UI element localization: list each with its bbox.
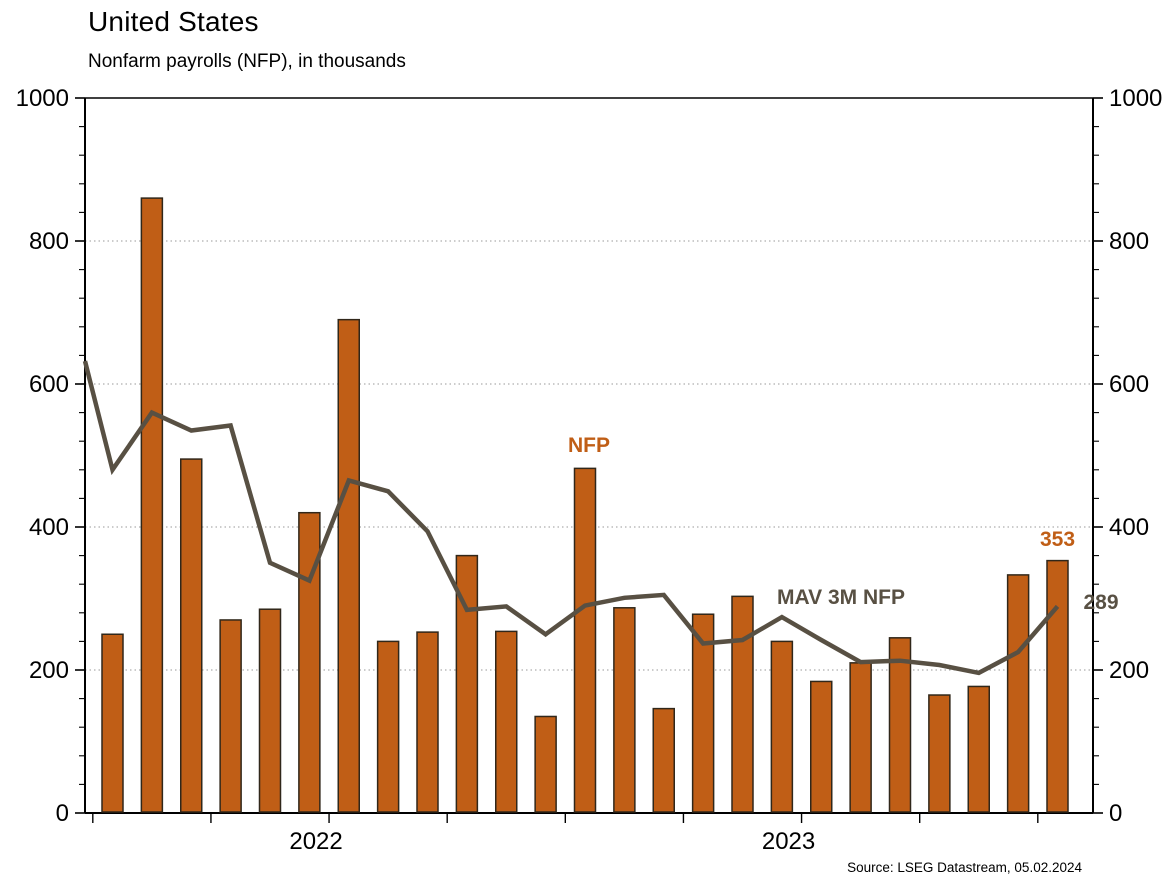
nfp-bar-2022-01 <box>101 633 124 813</box>
nfp-bar-2022-02 <box>140 197 164 813</box>
y-axis-label-right: 400 <box>1109 514 1149 541</box>
nfp-bar-2023-03 <box>652 707 675 813</box>
x-axis-year-label: 2023 <box>762 828 815 855</box>
y-axis-label-left: 600 <box>29 371 69 398</box>
source-note: Source: LSEG Datastream, 05.02.2024 <box>847 860 1082 875</box>
nfp-bar-2022-12 <box>534 715 557 813</box>
nfp-bar-2024-01 <box>1046 559 1069 813</box>
nfp-bar-2022-11 <box>495 630 518 813</box>
nfp-bar-2023-02 <box>613 607 636 813</box>
nfp-bar-2022-07 <box>337 318 360 813</box>
y-axis-label-right: 1000 <box>1109 85 1162 112</box>
nfp-bar-2022-06 <box>298 511 321 813</box>
y-axis-label-right: 600 <box>1109 371 1149 398</box>
y-axis-label-left: 0 <box>56 800 69 827</box>
chart-subtitle: Nonfarm payrolls (NFP), in thousands <box>88 51 406 72</box>
bar-series-label: NFP <box>568 434 610 457</box>
nfp-bar-2022-03 <box>180 458 203 813</box>
nfp-bar-2022-08 <box>376 640 400 813</box>
line-series-label: MAV 3M NFP <box>777 586 905 609</box>
nfp-bar-2023-09 <box>888 637 912 813</box>
nfp-bar-2022-09 <box>416 631 439 813</box>
nfp-bar-2023-10 <box>928 694 951 813</box>
x-axis-year-label: 2022 <box>289 828 342 855</box>
nfp-bar-2023-12 <box>1006 574 1030 813</box>
nfp-bar-2023-08 <box>849 662 872 813</box>
last-bar-value-label: 353 <box>1040 528 1075 551</box>
nfp-bar-2023-06 <box>770 640 794 813</box>
nfp-bar-2023-01 <box>573 467 597 813</box>
y-axis-label-left: 400 <box>29 514 69 541</box>
nfp-bar-2022-05 <box>258 608 282 813</box>
last-line-value-label: 289 <box>1083 591 1118 614</box>
nfp-bar-2023-05 <box>731 595 754 813</box>
nfp-bar-2023-11 <box>967 685 990 813</box>
chart-title: United States <box>88 6 259 37</box>
y-axis-label-right: 800 <box>1109 228 1149 255</box>
nfp-bar-2023-07 <box>810 680 833 813</box>
nfp-bar-2022-10 <box>455 554 479 813</box>
nfp-bar-2022-04 <box>219 619 242 813</box>
y-axis-label-left: 200 <box>29 657 69 684</box>
mav-3m-line <box>82 360 1060 676</box>
nfp-bar-2023-04 <box>691 613 715 813</box>
y-axis-label-right: 200 <box>1109 657 1149 684</box>
y-axis-label-left: 800 <box>29 228 69 255</box>
y-axis-label-right: 0 <box>1109 800 1122 827</box>
y-axis-label-left: 1000 <box>16 85 69 112</box>
